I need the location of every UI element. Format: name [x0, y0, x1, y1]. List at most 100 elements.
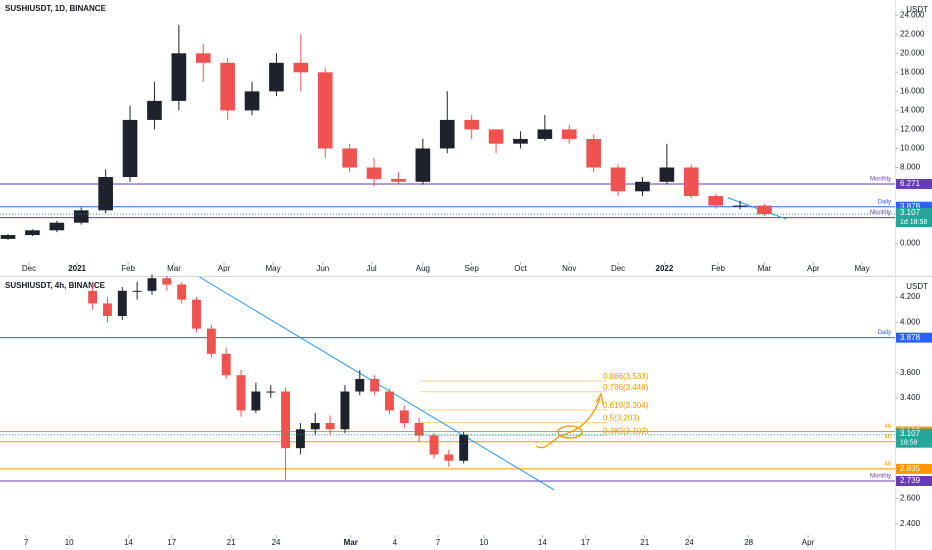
candle-body: [192, 299, 201, 329]
level-name: Monthly: [870, 210, 891, 216]
candle-body: [439, 119, 455, 149]
level-name: 4h: [884, 462, 891, 468]
candle-body: [399, 410, 409, 423]
current-price-box: [896, 428, 932, 448]
candle-body: [281, 391, 291, 449]
y-tick-label: 4.200: [900, 292, 921, 301]
candle-body: [464, 119, 479, 130]
x-tick-label: May: [265, 264, 280, 273]
candle-body: [317, 72, 333, 149]
price-label-box: [896, 463, 932, 474]
candle-body: [122, 119, 138, 178]
candle-body: [147, 278, 157, 291]
fib-label: 0.5(3.203): [603, 414, 640, 423]
candle-body: [610, 167, 626, 192]
x-tick-label: Dec: [611, 264, 625, 273]
level-name: Daily: [878, 330, 891, 336]
candle-body: [366, 167, 382, 179]
price-unit: USDT: [906, 282, 928, 291]
candle-body: [195, 53, 211, 63]
x-tick-label: 2021: [68, 264, 86, 273]
candle-body: [444, 454, 454, 461]
candle-body: [415, 148, 431, 182]
x-tick-label: Dec: [22, 264, 36, 273]
candle-body: [162, 278, 172, 285]
x-tick-label: Jun: [316, 264, 329, 273]
y-tick-label: 12.000: [900, 125, 925, 134]
candle-body: [391, 178, 406, 182]
level-name: 4h: [884, 434, 891, 440]
candle-body: [236, 375, 246, 411]
y-tick-label: 16.000: [900, 86, 925, 95]
price-label-box: [896, 178, 932, 189]
candle-body: [88, 290, 98, 304]
candle-body: [98, 177, 113, 211]
candle-body: [488, 129, 504, 144]
price-label: 2.835: [900, 464, 921, 473]
candle-body: [414, 422, 424, 436]
candle-body: [221, 353, 231, 376]
x-tick-label: Feb: [711, 264, 725, 273]
candle-body: [355, 378, 365, 392]
x-tick-label: Apr: [218, 264, 231, 273]
x-tick-label: 28: [744, 538, 753, 547]
level-name: Monthly: [870, 177, 891, 183]
candle-body: [325, 422, 335, 430]
x-tick-label: 21: [640, 538, 649, 547]
current-price: 3.107: [900, 429, 921, 438]
level-name: Monthly: [870, 474, 891, 480]
x-tick-label: 4: [393, 538, 398, 547]
candle-body: [103, 303, 112, 317]
candle-body: [147, 100, 162, 120]
chart-title: SUSHIUSDT, 1D, BINANCE: [5, 4, 107, 13]
y-tick-label: 8.000: [900, 163, 921, 172]
y-tick-label: 2.600: [900, 494, 921, 503]
candle-body: [537, 129, 553, 139]
y-tick-label: 20.000: [900, 48, 925, 57]
y-tick-label: 0.000: [900, 239, 921, 248]
candle-body: [561, 129, 577, 139]
fib-label: 0.382(3.102): [603, 426, 649, 435]
x-tick-label: Mar: [344, 538, 358, 547]
y-tick-label: 18.000: [900, 67, 925, 76]
candle-body: [708, 196, 723, 206]
candle-body: [25, 230, 40, 236]
countdown: 18:59: [900, 440, 918, 447]
candle-body: [293, 62, 309, 73]
candle-body: [0, 235, 16, 239]
candle-body: [73, 210, 89, 223]
y-tick-label: 10.000: [900, 144, 925, 153]
price-label: 6.271: [900, 179, 921, 188]
y-tick-label: 3.600: [900, 368, 921, 377]
level-name: Daily: [878, 199, 891, 205]
x-tick-label: Aug: [416, 264, 430, 273]
candle-body: [757, 205, 772, 215]
x-tick-label: Mar: [167, 264, 181, 273]
x-tick-label: 10: [65, 538, 74, 547]
x-tick-label: Nov: [562, 264, 576, 273]
candle-body: [370, 378, 380, 392]
fib-label: 0.786(3.448): [603, 383, 649, 392]
candle-body: [635, 181, 650, 192]
candle-body: [49, 222, 65, 231]
candle-body: [513, 138, 528, 144]
x-tick-label: 10: [479, 538, 488, 547]
current-price: 3.107: [900, 208, 921, 217]
candle-body: [244, 91, 260, 111]
x-tick-label: Sep: [465, 264, 480, 273]
candle-body: [132, 290, 142, 292]
x-tick-label: 2022: [656, 264, 674, 273]
x-tick-label: 14: [124, 538, 133, 547]
price-unit: USDT: [906, 5, 928, 14]
candle-body: [171, 53, 187, 101]
candle-body: [459, 434, 469, 461]
candle-body: [732, 205, 748, 207]
x-tick-label: Oct: [514, 264, 527, 273]
price-label-box: [896, 332, 932, 343]
candle-body: [251, 391, 261, 411]
countdown: 1d 18:58: [900, 219, 927, 226]
x-tick-label: 21: [227, 538, 236, 547]
x-tick-label: May: [854, 264, 869, 273]
candle-body: [269, 62, 284, 92]
